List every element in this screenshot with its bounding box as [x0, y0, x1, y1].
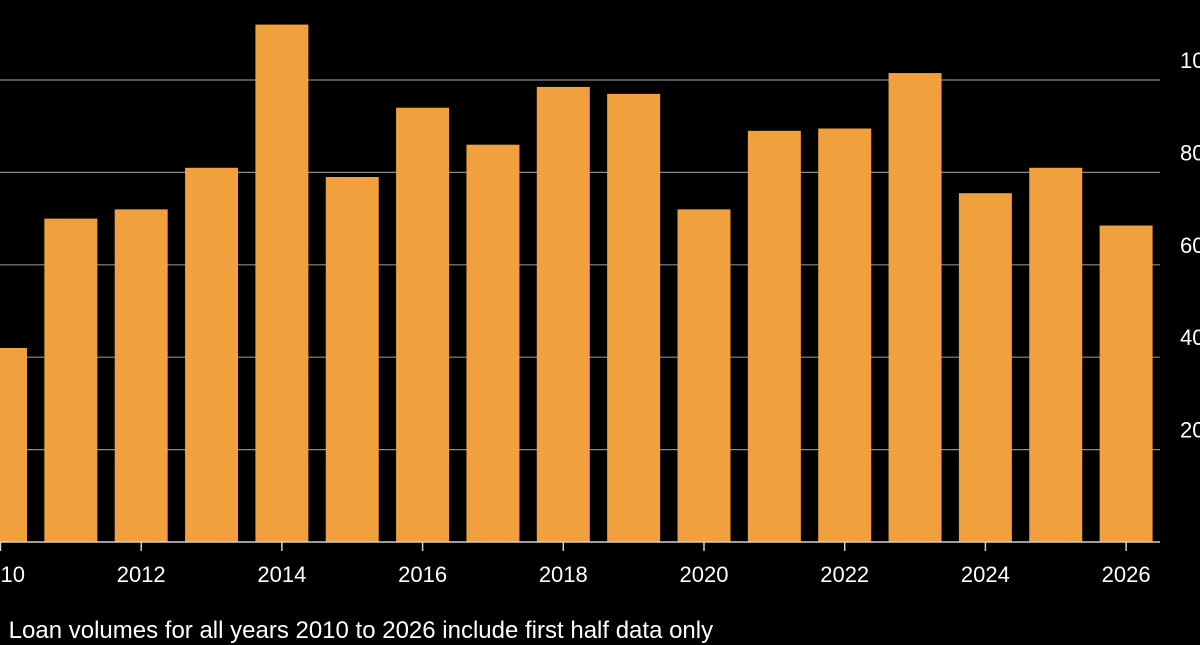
y-tick-labels: 20 40 60 80 100 — [1180, 48, 1200, 443]
bar-2012 — [114, 209, 168, 543]
x-tick-label-2012: 2012 — [117, 562, 166, 587]
x-tick-label-2024: 2024 — [961, 562, 1010, 587]
y-tick-label-100: 100 — [1180, 48, 1200, 73]
bar-2017 — [466, 144, 520, 542]
bar-2026 — [1099, 225, 1153, 542]
bars — [0, 24, 1153, 543]
x-ticks: 2010 2012 2014 2016 2018 2020 2022 2024 2026 — [0, 542, 1151, 587]
y-tick-label-80: 80 — [1180, 140, 1200, 165]
bar-2025 — [1029, 167, 1083, 542]
bar-2022 — [818, 128, 872, 542]
bar-2024 — [958, 193, 1012, 542]
bar-2013 — [185, 167, 239, 542]
bar-2019 — [607, 93, 661, 543]
bar-2015 — [325, 177, 379, 542]
bar-2020 — [677, 209, 731, 543]
bar-2014 — [255, 24, 309, 543]
x-tick-label-2020: 2020 — [680, 562, 729, 587]
x-tick-label-2010: 2010 — [0, 562, 25, 587]
y-tick-label-60: 60 — [1180, 233, 1200, 258]
x-tick-label-2014: 2014 — [257, 562, 306, 587]
bar-2011 — [44, 218, 98, 542]
x-tick-label-2026: 2026 — [1102, 562, 1151, 587]
x-tick-label-2022: 2022 — [820, 562, 869, 587]
y-tick-label-20: 20 — [1180, 418, 1200, 443]
bar-2021 — [747, 130, 801, 542]
x-tick-label-2016: 2016 — [398, 562, 447, 587]
chart-note: e: Loan volumes for all years 2010 to 20… — [0, 617, 714, 644]
bar-chart: 2010 2012 2014 2016 2018 2020 2022 2024 2026 20 4… — [0, 24, 1200, 587]
bar-2016 — [396, 107, 450, 542]
bar-2023 — [888, 73, 942, 542]
y-tick-label-40: 40 — [1180, 325, 1200, 350]
x-tick-label-2018: 2018 — [539, 562, 588, 587]
bar-2018 — [536, 86, 590, 543]
bar-2010 — [0, 347, 27, 542]
